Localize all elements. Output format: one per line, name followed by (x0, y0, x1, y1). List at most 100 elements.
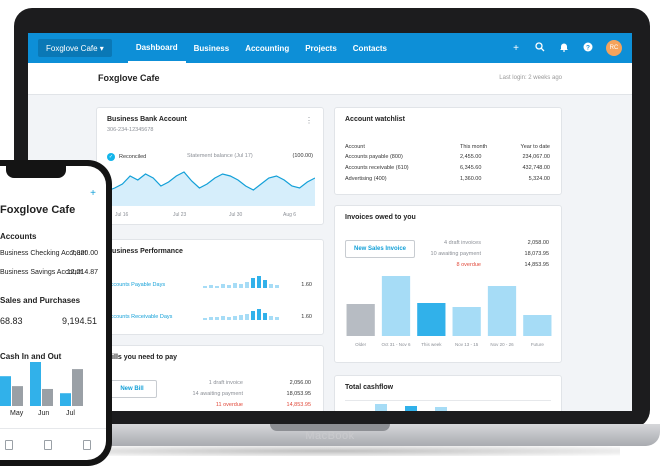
watchlist-month-value: 1,360.00 (460, 176, 482, 182)
invoice-bar (417, 303, 446, 336)
nav-business[interactable]: Business (193, 43, 230, 53)
invoice-bar (381, 276, 411, 336)
last-login: Last login: 2 weeks ago (499, 75, 562, 81)
sparkline-bar (239, 284, 243, 288)
cashflow-divider (345, 400, 551, 401)
sparkline-bar (275, 317, 279, 320)
avatar[interactable]: RC (606, 40, 622, 56)
invoice-line-overdue[interactable]: 8 overdue (456, 262, 481, 268)
business-performance-card: Business Performance Accounts Payable Da… (96, 239, 324, 335)
bank-account-title[interactable]: Business Bank Account (107, 116, 187, 123)
bill-line-overdue[interactable]: 11 overdue (215, 402, 243, 408)
nav-contacts[interactable]: Contacts (352, 43, 388, 53)
phone-add-icon[interactable]: + (90, 188, 96, 199)
phone-accounts-heading: Accounts (0, 232, 37, 241)
invoice-bar-label: Older (355, 342, 367, 347)
performance-row-payable[interactable]: Accounts Payable Days 1.60 (107, 276, 312, 292)
sparkline-bar (245, 282, 249, 288)
files-tab-icon[interactable] (82, 439, 91, 450)
sparkline-bar (203, 286, 207, 288)
phone-account-name[interactable]: Business Savings Account (0, 269, 83, 276)
sparkline-bar (269, 316, 273, 320)
watchlist-account-name: Advertising (400) (345, 176, 387, 182)
laptop-screen: Foxglove Cafe ▾ Dashboard Business Accou… (28, 33, 632, 411)
performance-row-receivable[interactable]: Accounts Receivable Days 1.60 (107, 309, 312, 324)
invoice-bar-label: This week (421, 342, 442, 347)
sparkline-bar (233, 316, 237, 320)
invoices-owed-card: Invoices owed to you New Sales Invoice 4… (334, 205, 562, 363)
invoice-line-awaiting[interactable]: 10 awaiting payment (430, 251, 481, 257)
sparkline-bar (209, 285, 213, 288)
nav-accounting[interactable]: Accounting (245, 43, 290, 53)
performance-label: Accounts Payable Days (107, 282, 166, 288)
bill-line-overdue-value: 14,853.95 (286, 402, 311, 408)
sparkline-bar (263, 280, 267, 288)
watchlist-month-value: 2,455.00 (460, 154, 482, 160)
sparkline-bar (203, 318, 207, 320)
phone-cash-label: Jun (38, 410, 50, 417)
phone-tab-bar (0, 428, 106, 460)
invoice-line-draft[interactable]: 4 draft invoices (444, 240, 481, 246)
dashboard-tab-icon[interactable] (5, 439, 14, 450)
performance-title: Business Performance (107, 248, 183, 255)
watchlist-month-value: 6,345.60 (460, 165, 482, 171)
bill-line-awaiting-value: 18,053.95 (286, 391, 311, 397)
watchlist-col-ytd: Year to date (520, 144, 550, 150)
watchlist-row[interactable]: Advertising (400) 1,360.00 5,324.00 (345, 176, 550, 184)
sparkline-bar (227, 317, 231, 320)
sparkline-bar (215, 317, 219, 320)
new-sales-invoice-button[interactable]: New Sales Invoice (345, 240, 415, 258)
phone-title: Foxglove Cafe (0, 204, 76, 216)
performance-label: Accounts Receivable Days (107, 314, 173, 320)
check-icon: ✓ (107, 153, 115, 161)
payable-sparkline (203, 276, 279, 288)
search-icon[interactable] (534, 41, 546, 55)
sparkline-bar (221, 284, 225, 288)
svg-text:?: ? (586, 44, 590, 51)
sparkline-bar (263, 313, 267, 320)
watchlist-ytd-value: 5,324.00 (528, 176, 550, 182)
watchlist-account-name: Accounts payable (800) (345, 154, 403, 160)
watchlist-row[interactable]: Accounts receivable (610) 6,345.60 432,7… (345, 165, 550, 173)
reconciled-status: ✓ Reconciled (107, 153, 146, 161)
bill-line-awaiting[interactable]: 14 awaiting payment (192, 391, 243, 397)
invoices-tab-icon[interactable] (43, 439, 52, 450)
org-switcher[interactable]: Foxglove Cafe ▾ (38, 39, 112, 57)
sparkline-bar (275, 285, 279, 288)
sparkline-bar (251, 278, 255, 288)
nav-dashboard[interactable]: Dashboard (127, 33, 186, 63)
laptop-base (0, 424, 660, 446)
statement-balance-label: Statement balance (Jul 17) (187, 153, 253, 159)
account-watchlist-card: Account watchlist Account This month Yea… (334, 107, 562, 195)
sparkline-bar (239, 315, 243, 320)
page-header: Foxglove Cafe Last login: 2 weeks ago (28, 63, 632, 95)
sparkline-bar (269, 284, 273, 288)
bill-line-draft[interactable]: 1 draft invoice (208, 380, 243, 386)
invoice-aging-chart: Older Oct 31 - Nov 6 This week Nov 13 - 15 N… (346, 276, 552, 347)
bell-icon[interactable] (558, 42, 570, 55)
sparkline-bar (227, 285, 231, 288)
phone-sales-heading: Sales and Purchases (0, 296, 81, 305)
add-icon[interactable]: + (513, 42, 519, 54)
sparkline-bar (257, 276, 261, 288)
bank-x-label-3: Jul 30 (229, 212, 243, 218)
more-options-icon[interactable]: ⋮ (305, 116, 313, 125)
new-bill-button[interactable]: New Bill (107, 380, 157, 398)
phone-account-name[interactable]: Business Checking Account (0, 250, 87, 257)
watchlist-row[interactable]: Accounts payable (800) 2,455.00 234,067.… (345, 154, 550, 162)
nav-projects[interactable]: Projects (305, 43, 337, 53)
sparkline-bar (245, 314, 249, 320)
invoice-bar-label: Nov 20 - 26 (490, 342, 514, 347)
help-icon[interactable]: ? (582, 42, 594, 55)
page-title: Foxglove Cafe (98, 73, 160, 83)
phone-account-value: 12,214.87 (66, 269, 98, 276)
phone-notch (6, 166, 66, 178)
phone-sales-value-2: 9,194.51 (62, 316, 98, 326)
invoices-title: Invoices owed to you (345, 214, 416, 221)
phone-cash-bar (72, 369, 83, 406)
sparkline-bar (209, 317, 213, 320)
watchlist-col-account: Account (345, 144, 365, 150)
phone: + Foxglove Cafe Accounts Business Checki… (0, 160, 112, 466)
watchlist-col-month: This month (460, 144, 488, 150)
laptop-notch (270, 424, 390, 431)
